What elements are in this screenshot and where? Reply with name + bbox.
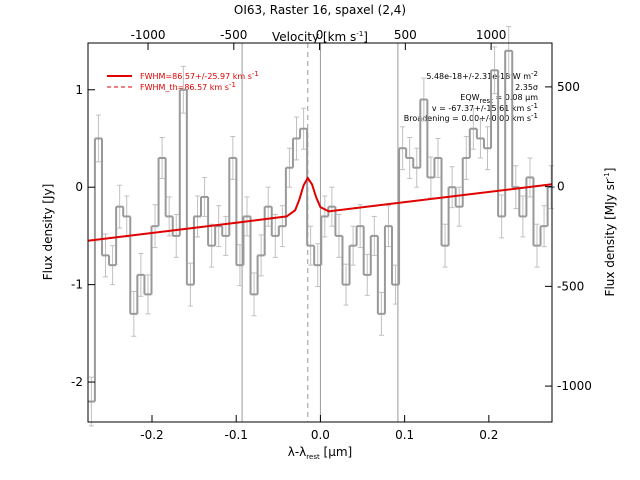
- annotation: 2.35σ: [515, 83, 538, 92]
- x-tick-label: 0.1: [395, 428, 414, 442]
- x2-tick-label: -1000: [131, 28, 166, 42]
- legend-label: FWHM_th=86.57 km s-1: [140, 81, 236, 92]
- y2-axis-label: Flux density [MJy sr-1]: [603, 168, 617, 297]
- y-tick-label: 1: [75, 83, 83, 97]
- annotation: v = -67.37+/-15.61 km s-1: [432, 102, 538, 113]
- x2-tick-label: -500: [220, 28, 247, 42]
- x2-tick-label: 0: [316, 28, 324, 42]
- x2-axis-label: Velocity [km s-1]: [272, 30, 368, 44]
- y-tick-label: 0: [75, 180, 83, 194]
- x2-tick-label: 500: [394, 28, 417, 42]
- x-tick-label: 0.2: [479, 428, 498, 442]
- legend-label: FWHM=86.57+/-25.97 km s-1: [140, 70, 259, 81]
- y-tick-label: -2: [71, 375, 83, 389]
- x-tick-label: 0.0: [311, 428, 330, 442]
- y2-tick-label: 0: [557, 180, 565, 194]
- chart-title: OI63, Raster 16, spaxel (2,4): [234, 3, 406, 17]
- fit-line: [87, 176, 553, 242]
- annotation: Broadening = 0.00+/-0.00 km s-1: [404, 112, 538, 123]
- x-tick-label: -0.1: [224, 428, 247, 442]
- y2-tick-label: -1000: [557, 379, 592, 393]
- x-tick-label: -0.2: [140, 428, 163, 442]
- y2-tick-label: 500: [557, 80, 580, 94]
- y-axis-label: Flux density [Jy]: [41, 184, 55, 281]
- annotation: 5.48e-18+/-2.31e-18 W m-2: [426, 70, 538, 81]
- x2-tick-label: 1000: [476, 28, 507, 42]
- annotation: EQWrest = 0.08 μm: [460, 93, 538, 105]
- y2-tick-label: -500: [557, 279, 584, 293]
- x-axis-label: λ-λrest [μm]: [288, 445, 353, 461]
- y-tick-label: -1: [71, 278, 83, 292]
